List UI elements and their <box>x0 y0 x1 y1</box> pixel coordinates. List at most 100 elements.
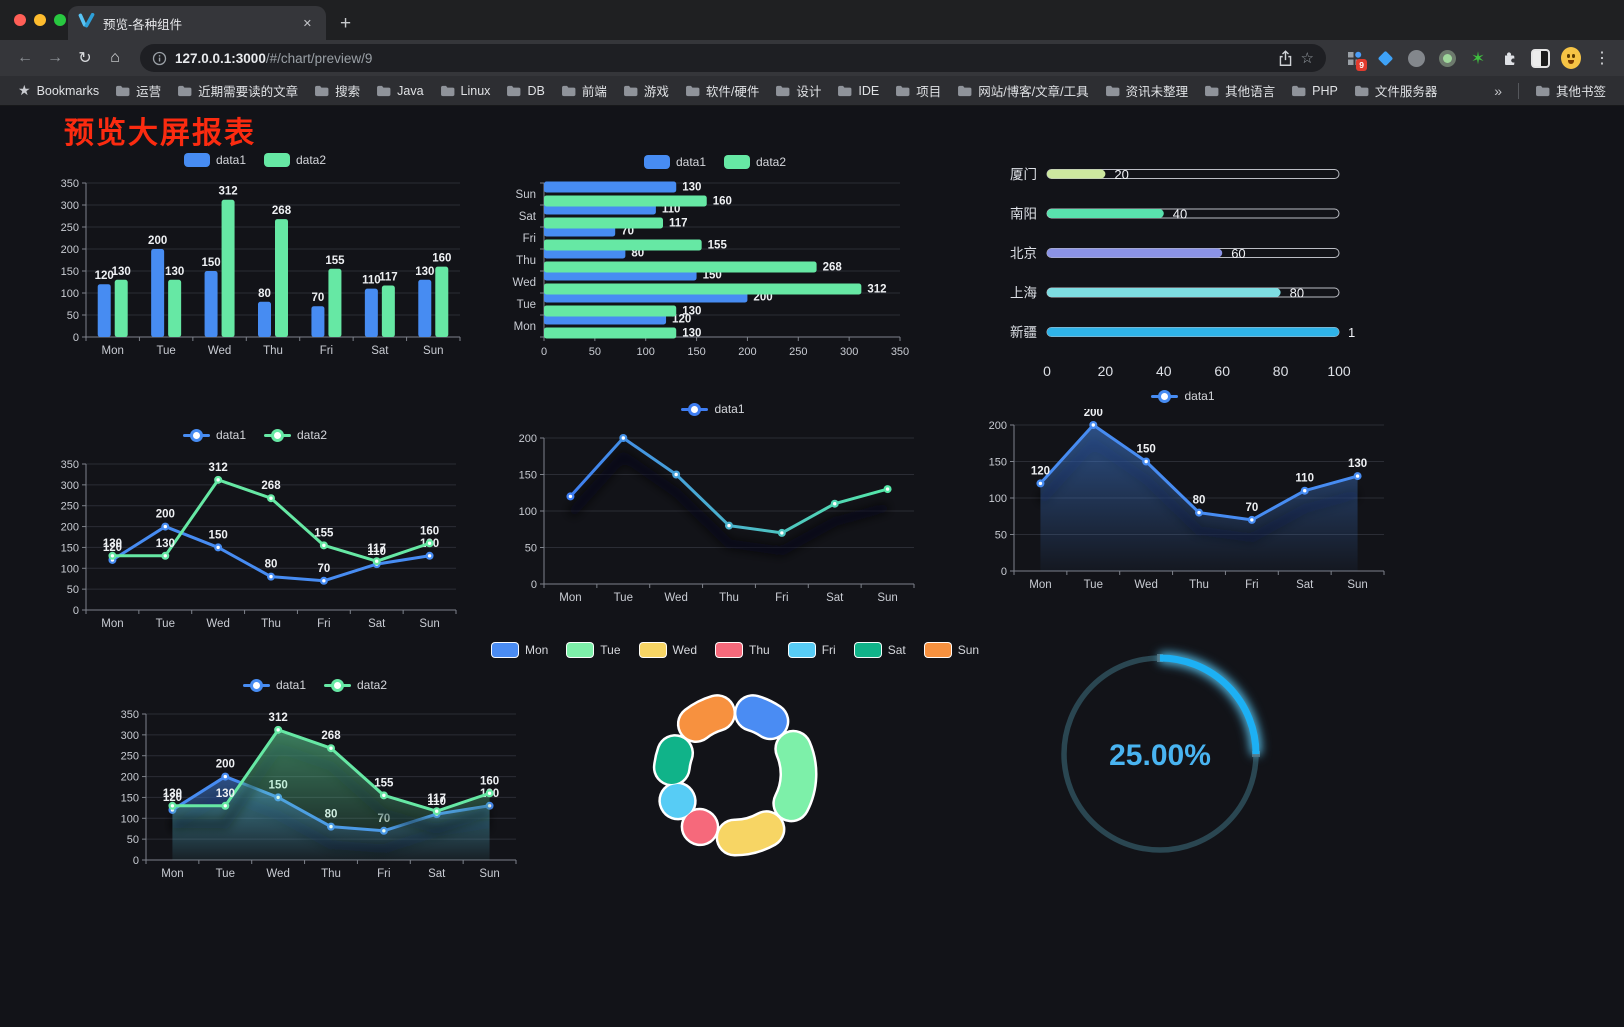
bookmark-folder[interactable]: PHP <box>1283 84 1346 98</box>
url-text[interactable]: 127.0.0.1:3000/#/chart/preview/9 <box>175 51 1270 66</box>
bookmark-folder[interactable]: 文件服务器 <box>1346 81 1446 100</box>
legend-item-Tue[interactable]: Tue <box>566 642 621 658</box>
bookmarks-label: Bookmarks <box>36 83 100 98</box>
svg-text:130: 130 <box>163 788 182 800</box>
extension-camera-icon[interactable] <box>1437 48 1457 68</box>
svg-text:100: 100 <box>989 493 1007 505</box>
back-icon[interactable]: ← <box>17 49 33 66</box>
svg-text:Tue: Tue <box>517 299 536 311</box>
grouped-bar-chart: data1 data2 0 50 100 150 200 250 300 350 Mon Tue Wed… <box>40 149 470 365</box>
svg-text:新疆: 新疆 <box>1010 325 1037 340</box>
folder-icon <box>116 85 130 96</box>
legend-item-Mon[interactable]: Mon <box>490 642 548 658</box>
bookmark-folder[interactable]: 网站/博客/文章/工具 <box>949 81 1096 100</box>
bookmark-folder[interactable]: IDE <box>829 84 887 98</box>
bookmark-folder[interactable]: 前端 <box>553 81 615 100</box>
svg-text:130: 130 <box>165 266 184 278</box>
svg-text:Wed: Wed <box>206 618 229 630</box>
legend-item-Sun[interactable]: Sun <box>923 642 979 658</box>
svg-text:160: 160 <box>480 775 499 787</box>
legend-item-data1[interactable]: data1 <box>242 678 306 692</box>
new-tab-button[interactable]: + <box>340 13 352 34</box>
legend-swatch <box>183 153 210 167</box>
legend-item-Sat[interactable]: Sat <box>853 642 906 658</box>
bookmark-folder[interactable]: 其他语言 <box>1196 81 1283 100</box>
bookmarks-manager-button[interactable]: ★ Bookmarks <box>10 82 107 99</box>
svg-text:200: 200 <box>121 772 139 784</box>
other-bookmarks-button[interactable]: 其他书签 <box>1527 81 1614 100</box>
bookmark-folder[interactable]: 搜索 <box>306 81 368 100</box>
tab-close-icon[interactable]: ✕ <box>302 17 312 30</box>
extension-grid-icon[interactable]: 9 <box>1344 48 1367 71</box>
svg-text:0: 0 <box>531 579 537 591</box>
legend-item-Thu[interactable]: Thu <box>715 642 770 658</box>
folder-icon <box>561 85 576 96</box>
svg-text:Fri: Fri <box>1245 579 1258 591</box>
browser-tab[interactable]: 预览-各种组件 ✕ <box>68 6 326 40</box>
chart-canvas <box>652 694 818 857</box>
tab-title: 预览-各种组件 <box>103 17 183 32</box>
site-info-icon[interactable] <box>152 51 167 66</box>
other-bookmarks-label: 其他书签 <box>1555 85 1606 99</box>
svg-text:200: 200 <box>738 346 756 358</box>
svg-text:Fri: Fri <box>377 868 390 880</box>
legend-item-data2[interactable]: data2 <box>264 428 327 442</box>
legend-item-data1[interactable]: data1 <box>681 402 745 416</box>
svg-text:50: 50 <box>127 834 139 846</box>
extension-star-icon[interactable]: ✶ <box>1470 48 1486 68</box>
home-icon[interactable]: ⌂ <box>110 49 120 66</box>
window-close-button[interactable] <box>14 14 26 26</box>
bookmark-folder[interactable]: 运营 <box>107 81 169 100</box>
bookmark-folder[interactable]: 项目 <box>887 81 949 100</box>
legend-item-data1[interactable]: data1 <box>1151 389 1215 403</box>
forward-icon[interactable]: → <box>47 49 63 66</box>
bookmark-folder[interactable]: 软件/硬件 <box>677 81 767 100</box>
star-icon: ★ <box>18 82 31 98</box>
legend-item-Wed[interactable]: Wed <box>638 642 697 658</box>
folder-icon <box>315 85 329 96</box>
svg-text:Fri: Fri <box>523 233 536 245</box>
svg-text:50: 50 <box>995 530 1007 542</box>
reload-icon[interactable]: ↻ <box>78 50 92 67</box>
chart-canvas: 0 50 100 150 200 250 300 350 Mon Tue Wed Thu Fri Sat S… <box>61 459 457 630</box>
bookmark-folder[interactable]: Java <box>368 84 431 98</box>
browser-menu-icon[interactable]: ⋮ <box>1594 50 1610 67</box>
folder-icon <box>440 85 454 96</box>
profile-avatar[interactable] <box>1561 47 1581 69</box>
bookmark-folder[interactable]: Linux <box>432 84 499 98</box>
window-minimize-button[interactable] <box>34 14 46 26</box>
bookmarks-overflow-icon[interactable]: » <box>1494 82 1502 99</box>
url-host: 127.0.0.1:3000 <box>175 50 266 66</box>
extension-puzzle-icon[interactable] <box>1499 48 1519 68</box>
legend-item-data2[interactable]: data2 <box>324 678 387 692</box>
bookmark-star-icon[interactable]: ☆ <box>1300 50 1314 67</box>
svg-text:Sun: Sun <box>877 592 897 604</box>
bookmark-folder[interactable]: 资讯未整理 <box>1097 81 1197 100</box>
svg-text:200: 200 <box>1084 409 1103 419</box>
svg-text:Thu: Thu <box>516 255 536 267</box>
svg-text:Sat: Sat <box>428 868 446 880</box>
bookmark-folder[interactable]: 设计 <box>767 81 829 100</box>
window-zoom-button[interactable] <box>54 14 66 26</box>
legend-item-data1[interactable]: data1 <box>183 153 246 167</box>
svg-text:100: 100 <box>61 288 79 300</box>
bookmark-folder[interactable]: 游戏 <box>615 81 677 100</box>
extension-reader-icon[interactable] <box>1530 48 1550 68</box>
folder-icon <box>377 85 391 96</box>
share-icon[interactable] <box>1278 49 1293 67</box>
extension-circle-icon[interactable] <box>1406 48 1426 68</box>
legend-item-data2[interactable]: data2 <box>264 153 326 167</box>
svg-text:150: 150 <box>989 457 1007 469</box>
svg-text:Sun: Sun <box>423 345 443 357</box>
legend-item-data1[interactable]: data1 <box>182 428 246 442</box>
legend-symbol <box>681 402 709 416</box>
gauge-chart: 25.00% <box>1040 641 1280 871</box>
extension-gem-icon[interactable] <box>1375 48 1395 68</box>
chart-canvas: 0 50 100 150 200 250 300 350 Mon Tue Wed Thu Fri Sat S… <box>121 709 517 880</box>
legend-item-data2[interactable]: data2 <box>724 155 786 169</box>
legend-item-Fri[interactable]: Fri <box>787 642 836 658</box>
bookmark-folder[interactable]: 近期需要读的文章 <box>169 81 306 100</box>
bookmark-folder[interactable]: DB <box>498 84 552 98</box>
legend-item-data1[interactable]: data1 <box>643 155 706 169</box>
omnibox[interactable]: 127.0.0.1:3000/#/chart/preview/9 ☆ <box>140 44 1326 72</box>
